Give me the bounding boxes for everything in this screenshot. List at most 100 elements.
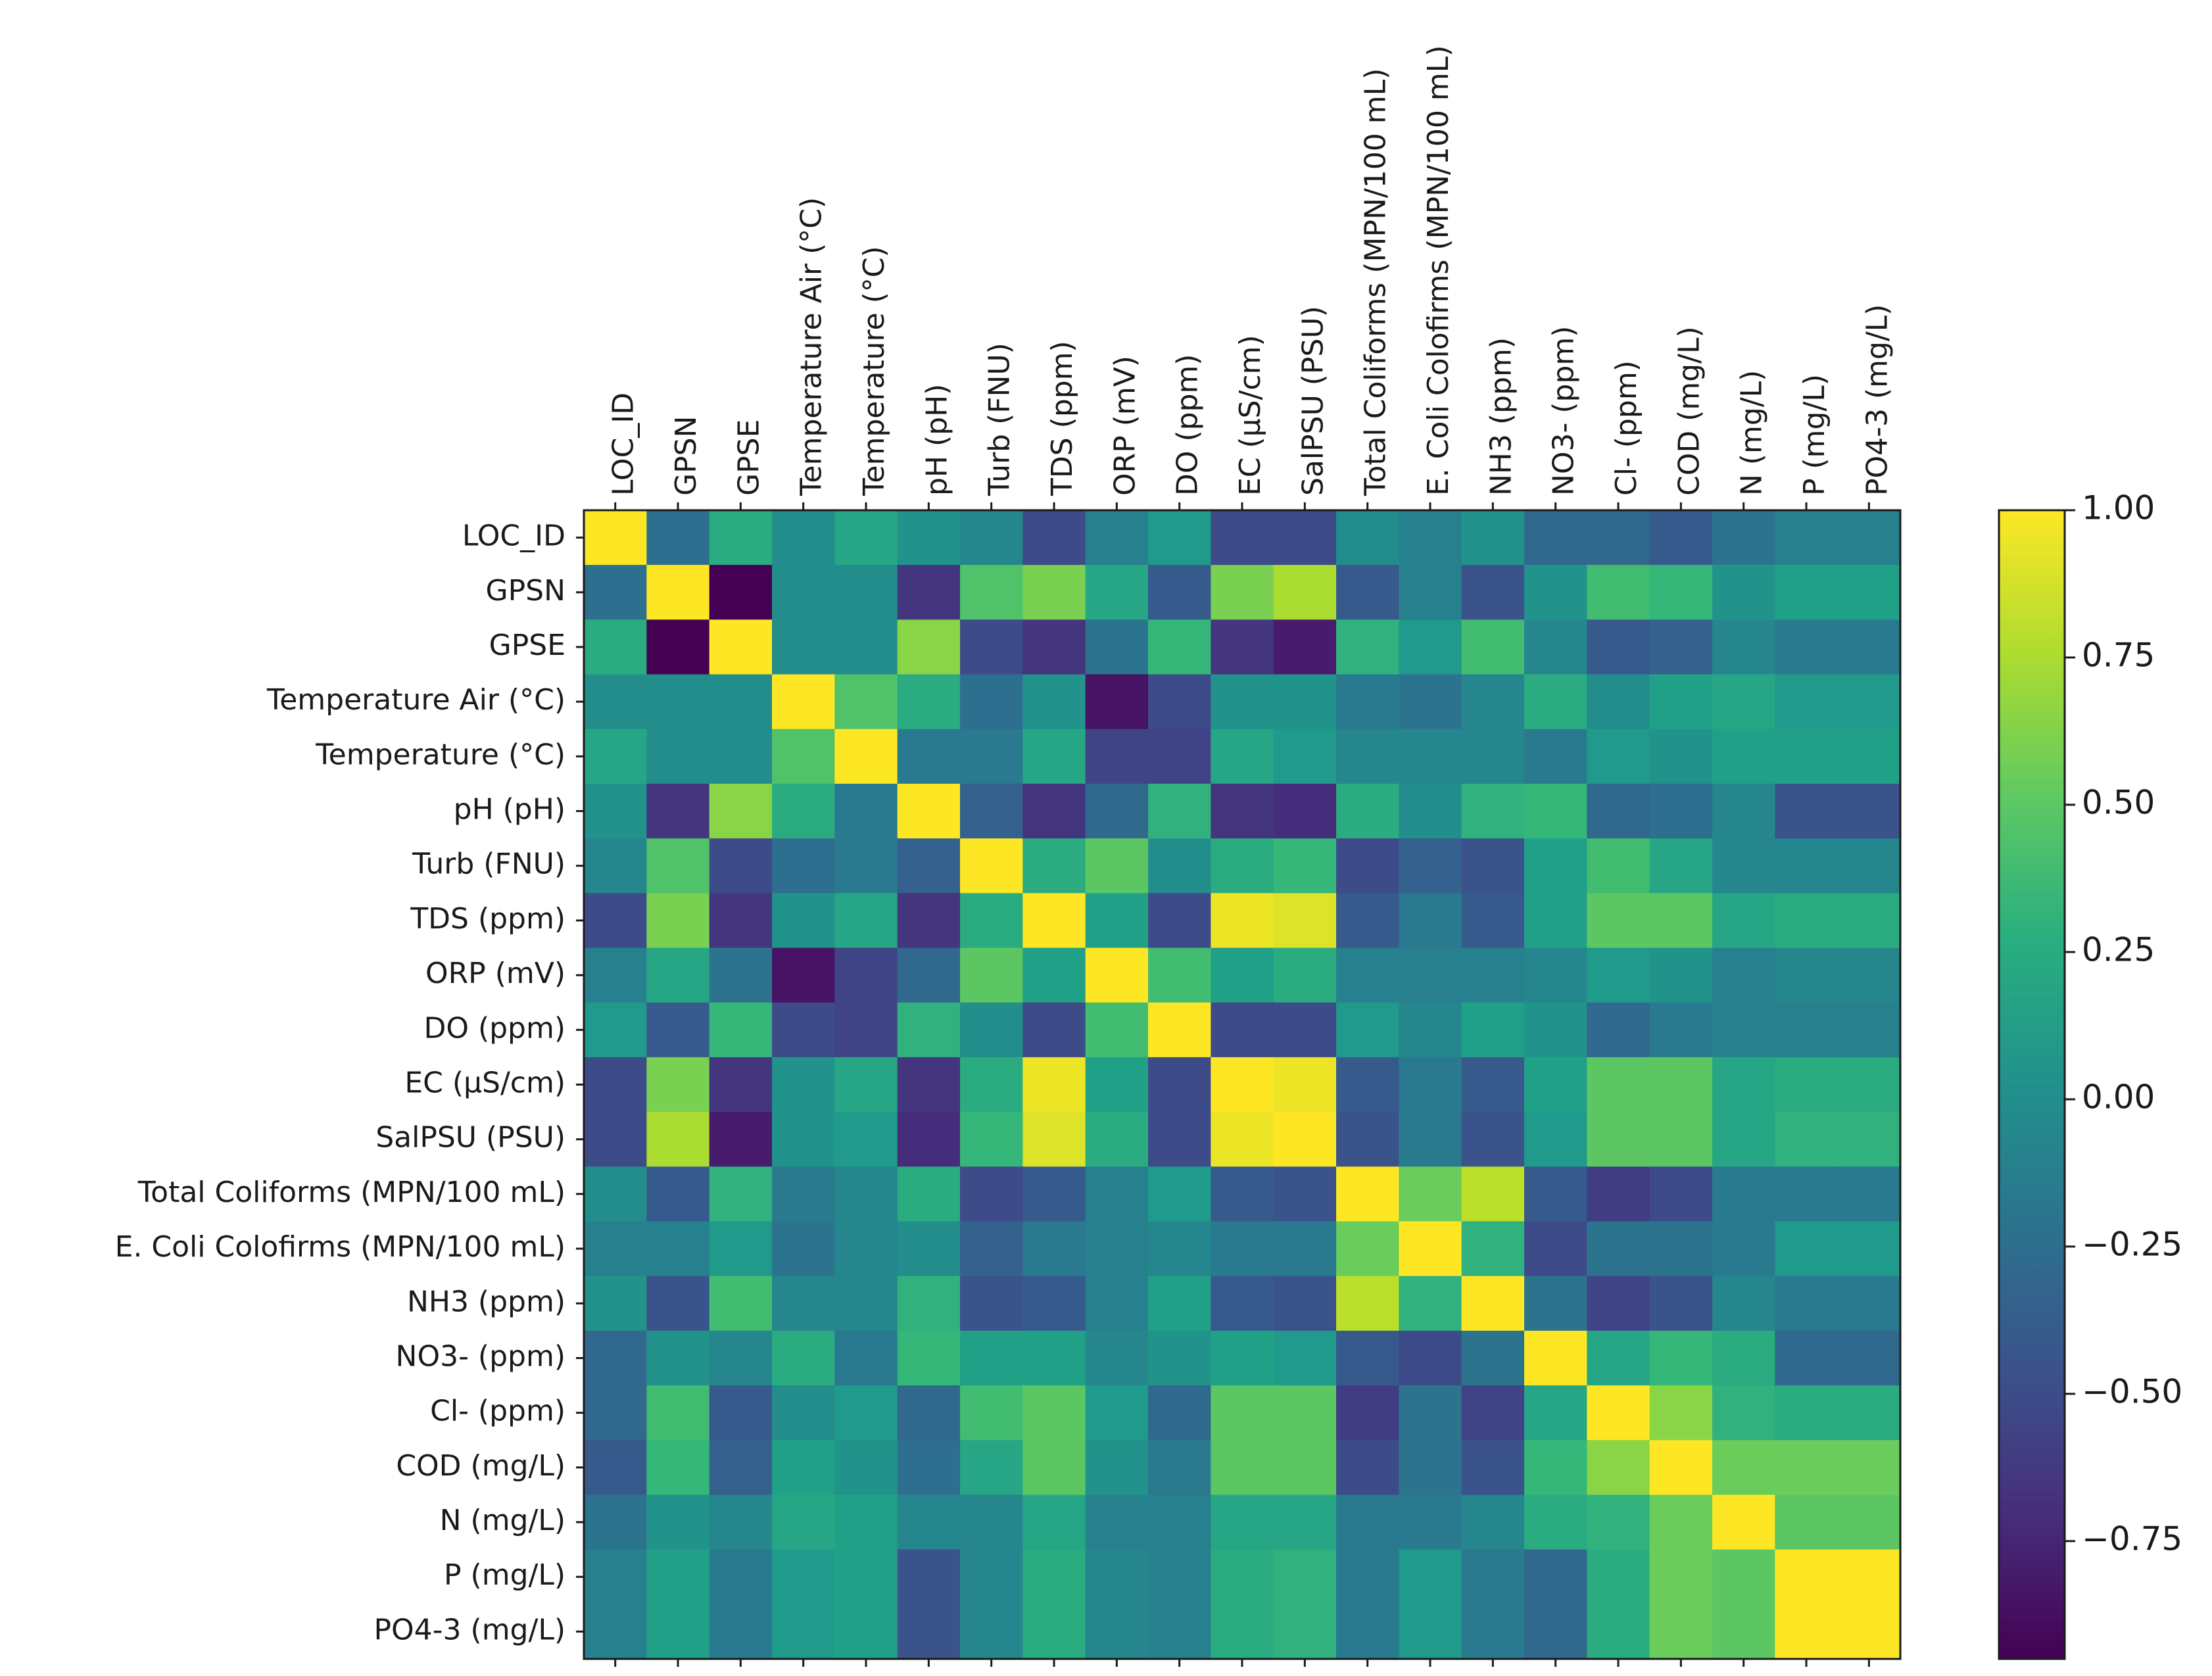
heatmap-cell <box>1273 510 1337 565</box>
heatmap-cell <box>1461 947 1525 1003</box>
heatmap-cell <box>646 729 710 784</box>
heatmap-cell <box>897 1166 961 1222</box>
heatmap-cell <box>1837 619 1901 675</box>
y-tick-label: SalPSU (PSU) <box>375 1121 565 1155</box>
heatmap-cell <box>709 893 773 949</box>
colorbar-tick-label: 0.75 <box>2082 636 2155 674</box>
heatmap-cell <box>1461 510 1525 565</box>
heatmap-cell <box>1022 1166 1086 1222</box>
heatmap-cell <box>1148 783 1211 839</box>
heatmap-cell <box>1837 1166 1901 1222</box>
heatmap-cell <box>1649 1495 1713 1550</box>
heatmap-cell <box>1211 1002 1274 1058</box>
heatmap-cell <box>1524 1604 1587 1660</box>
heatmap-cell <box>1461 729 1525 784</box>
heatmap-cell <box>1712 893 1775 949</box>
heatmap-cell <box>1775 619 1839 675</box>
heatmap-cell <box>897 1549 961 1605</box>
heatmap-cell <box>646 838 710 894</box>
heatmap-cell <box>1461 1221 1525 1277</box>
heatmap-cell <box>1649 838 1713 894</box>
y-tick-label: Temperature (°C) <box>315 738 565 771</box>
heatmap-cell <box>1211 1166 1274 1222</box>
heatmap-cell <box>960 1221 1023 1277</box>
heatmap-cell <box>834 510 898 565</box>
y-tick-label: GPSN <box>486 574 565 608</box>
heatmap-cell <box>1775 893 1839 949</box>
heatmap-cell <box>1085 947 1149 1003</box>
heatmap-cell <box>1461 1440 1525 1496</box>
heatmap-cell <box>772 947 835 1003</box>
heatmap-cell <box>1273 1166 1337 1222</box>
heatmap-cell <box>1211 1385 1274 1441</box>
heatmap-cell <box>1461 1495 1525 1550</box>
heatmap-cell <box>1775 674 1839 730</box>
heatmap-cell <box>1022 783 1086 839</box>
heatmap-cell <box>709 1057 773 1113</box>
heatmap-cell <box>1524 729 1587 784</box>
x-tick-label: LOC_ID <box>607 393 640 496</box>
heatmap-cell <box>584 1112 647 1167</box>
heatmap-cell <box>1712 1385 1775 1441</box>
heatmap-cell <box>1712 1330 1775 1386</box>
heatmap-cell <box>1649 893 1713 949</box>
heatmap-cell <box>772 838 835 894</box>
heatmap-cell <box>834 1495 898 1550</box>
x-tick-label: EC (µS/cm) <box>1234 335 1267 496</box>
colorbar-tick-label: −0.25 <box>2082 1225 2182 1263</box>
heatmap-cell <box>834 1440 898 1496</box>
heatmap-cell <box>584 510 647 565</box>
heatmap-cell <box>584 1604 647 1660</box>
heatmap-cell <box>584 1166 647 1222</box>
heatmap-cell <box>772 1057 835 1113</box>
heatmap-cell <box>1211 1276 1274 1331</box>
heatmap-cell <box>772 619 835 675</box>
heatmap-cell <box>1148 1221 1211 1277</box>
heatmap-cell <box>1148 674 1211 730</box>
heatmap-cell <box>1649 619 1713 675</box>
heatmap-cell <box>1273 1330 1337 1386</box>
x-tick-label: ORP (mV) <box>1108 356 1142 496</box>
heatmap-cell <box>1022 947 1086 1003</box>
heatmap-cell <box>1399 1330 1462 1386</box>
heatmap-cell <box>772 1604 835 1660</box>
heatmap-cell <box>1336 619 1399 675</box>
heatmap-cell <box>772 1221 835 1277</box>
heatmap-cell <box>1399 1112 1462 1167</box>
heatmap-cells <box>584 510 1901 1660</box>
x-tick-label: DO (ppm) <box>1171 354 1205 496</box>
heatmap-frame <box>583 509 1902 1660</box>
heatmap-cell <box>1524 1385 1587 1441</box>
heatmap-cell <box>1524 893 1587 949</box>
heatmap-cell <box>1336 1221 1399 1277</box>
x-tick-label: pH (pH) <box>920 384 953 496</box>
heatmap-cell <box>1336 729 1399 784</box>
heatmap-cell <box>1587 674 1650 730</box>
heatmap-cell <box>1712 947 1775 1003</box>
heatmap-cell <box>834 1330 898 1386</box>
heatmap-cell <box>1712 1495 1775 1550</box>
heatmap-cell <box>1524 1330 1587 1386</box>
heatmap-cell <box>1148 1495 1211 1550</box>
heatmap-cell <box>1399 510 1462 565</box>
heatmap-cell <box>1587 1330 1650 1386</box>
heatmap-cell <box>960 1604 1023 1660</box>
heatmap-cell <box>646 1112 710 1167</box>
heatmap-cell <box>1148 1330 1211 1386</box>
heatmap-cell <box>1211 1112 1274 1167</box>
heatmap-cell <box>772 510 835 565</box>
heatmap-cell <box>1837 1549 1901 1605</box>
heatmap-cell <box>1022 619 1086 675</box>
heatmap-cell <box>1775 1330 1839 1386</box>
heatmap-cell <box>1649 1221 1713 1277</box>
heatmap-cell <box>1211 1330 1274 1386</box>
heatmap-cell <box>1461 1604 1525 1660</box>
heatmap-cell <box>1148 1440 1211 1496</box>
heatmap-cell <box>960 1166 1023 1222</box>
heatmap-cell <box>960 729 1023 784</box>
heatmap-cell <box>1211 510 1274 565</box>
heatmap-cell <box>1649 510 1713 565</box>
heatmap-cell <box>1587 1057 1650 1113</box>
heatmap-cell <box>1837 1385 1901 1441</box>
x-tick-label: GPSN <box>669 416 703 496</box>
